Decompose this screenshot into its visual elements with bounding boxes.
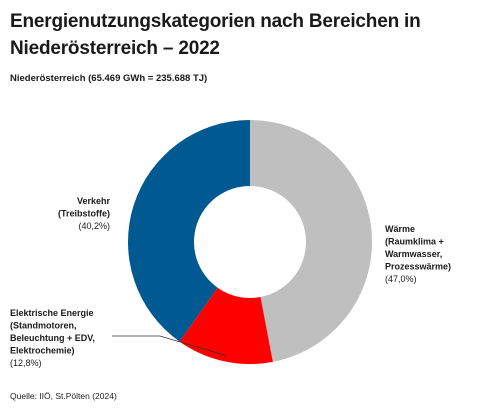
leader-line-elektrische-energie [112, 335, 226, 356]
source-note: Quelle: IIÖ, St.Pölten (2024) [10, 391, 117, 401]
slice-waerme [250, 120, 372, 362]
slice-labels: Wärme (Raumklima + Warmwasser, Prozesswärme… [10, 196, 451, 368]
label-2: Verkehr (Treibstoffe) (40,2%) [58, 196, 111, 231]
slice-verkehr [128, 120, 250, 342]
chart-title: Energienutzungskategorien nach Bereichen… [10, 11, 421, 59]
slice-elektrische-energie [179, 287, 273, 364]
leader-lines [112, 335, 226, 356]
donut-slices [128, 120, 372, 364]
label-1: Elektrische Energie (Standmotoren, Beleuch… [10, 308, 95, 368]
chart-subtitle: Niederösterreich (65.469 GWh = 235.688 T… [10, 73, 208, 84]
label-0: Wärme (Raumklima + Warmwasser, Prozesswärme… [385, 224, 451, 284]
